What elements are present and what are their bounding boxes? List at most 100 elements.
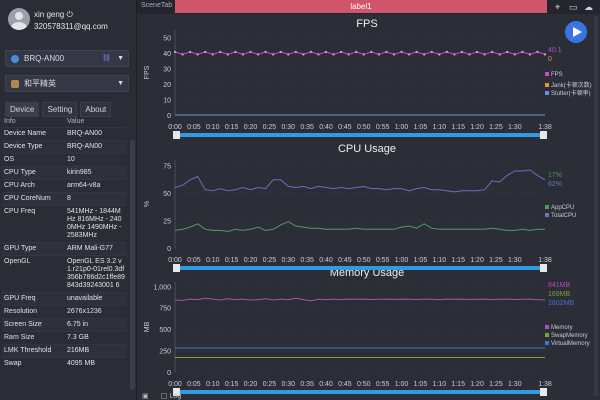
data-point	[468, 53, 471, 56]
device-select[interactable]: BRQ-AN00 ⛓ ▼	[5, 50, 129, 67]
info-value: arm64-v8a	[65, 179, 127, 193]
x-tick-label: 1:15	[451, 257, 465, 264]
log-checkbox[interactable]	[160, 393, 167, 400]
tab-about[interactable]: About	[80, 102, 112, 117]
x-tick-label: 1:05	[414, 124, 428, 131]
slider-handle-right[interactable]	[540, 131, 547, 139]
legend-swatch	[545, 72, 549, 76]
current-value: 40.1	[548, 47, 562, 54]
info-key: GPU Freq	[2, 292, 65, 306]
y-tick-label: 25	[163, 219, 171, 226]
data-point	[438, 53, 441, 56]
data-point	[339, 50, 343, 54]
slider-handle-left[interactable]	[173, 131, 180, 139]
data-point	[302, 53, 305, 56]
x-tick-label: 0:30	[281, 124, 295, 131]
link-icon[interactable]: ⛓	[102, 55, 112, 62]
log-toggle[interactable]: ▣ Log	[142, 392, 181, 400]
current-value: 169MB	[548, 291, 571, 298]
info-value: OpenGL ES 3.2 v1.r21p0-01rel0.3df356b786…	[65, 255, 127, 293]
x-tick-label: 0:20	[244, 257, 258, 264]
x-tick-label: 0:25	[263, 124, 277, 131]
info-key: Device Name	[2, 127, 65, 141]
slider-handle-left[interactable]	[173, 388, 180, 396]
legend-item[interactable]: AppCPU	[545, 205, 574, 211]
y-axis-label: %	[144, 201, 151, 207]
x-tick-label: 1:25	[489, 381, 503, 388]
table-row: CPU Freq 541MHz - 1844MHz 816MHz - 2400MH…	[2, 205, 127, 243]
column-header-value: Value	[67, 118, 85, 125]
x-tick-label: 0:25	[263, 257, 277, 264]
info-key: LMK Threshold	[2, 344, 65, 358]
time-range-slider[interactable]	[175, 390, 545, 394]
x-tick-label: 1:10	[432, 381, 446, 388]
series-line-totalcpu	[174, 169, 546, 193]
y-axis-label: MB	[144, 321, 151, 332]
data-point	[256, 53, 260, 56]
table-row: CPU CoreNum 8	[2, 192, 127, 206]
tab-setting[interactable]: Setting	[42, 102, 78, 117]
y-tick-label: 0	[167, 113, 171, 120]
tab-device[interactable]: Device	[5, 102, 40, 117]
data-point	[528, 53, 532, 56]
legend-label: Stutter(卡顿率)	[551, 91, 591, 97]
slider-handle-left[interactable]	[173, 264, 180, 272]
data-point	[407, 53, 411, 56]
label-tab[interactable]: label1	[175, 0, 547, 13]
avatar[interactable]	[8, 8, 30, 30]
location-icon[interactable]: ⌖	[555, 2, 561, 12]
x-tick-label: 1:00	[395, 124, 409, 131]
legend-item[interactable]: Stutter(卡顿率)	[545, 88, 591, 97]
x-tick-label: 0:10	[206, 381, 220, 388]
x-tick-label: 0:50	[357, 124, 371, 131]
info-value: 4095 MB	[65, 357, 127, 370]
data-point	[241, 53, 245, 56]
x-tick-label: 0:30	[281, 257, 295, 264]
app-select[interactable]: 和平精英 ▼	[5, 75, 129, 92]
legend-item[interactable]: TotalCPU	[545, 213, 576, 219]
y-tick-label: 250	[159, 349, 171, 356]
time-range-slider[interactable]	[175, 133, 545, 137]
time-range-slider[interactable]	[175, 266, 545, 270]
data-point	[490, 50, 494, 54]
log-panel-icon[interactable]: ▣	[142, 393, 149, 400]
x-tick-label: 1:20	[470, 257, 484, 264]
folder-icon[interactable]: ▭	[569, 2, 578, 12]
data-point	[196, 53, 199, 56]
info-value: BRQ-AN00	[65, 127, 127, 141]
play-button[interactable]	[565, 21, 587, 43]
y-tick-label: 0	[167, 246, 171, 253]
sidebar: xin geng ⏻ 320578311@qq.com BRQ-AN00 ⛓ ▼ …	[0, 0, 137, 400]
table-row: GPU Type ARM Mali-G77	[2, 242, 127, 256]
legend-item[interactable]: Memory	[545, 325, 573, 331]
slider-handle-right[interactable]	[540, 264, 547, 272]
power-icon[interactable]: ⏻	[66, 10, 73, 19]
y-tick-label: 10	[163, 98, 171, 105]
slider-handle-right[interactable]	[540, 388, 547, 396]
x-tick-label: 1:10	[432, 257, 446, 264]
current-value: 0	[548, 56, 552, 63]
legend-item[interactable]: Jank(卡顿次数)	[545, 80, 592, 89]
x-tick-label: 0:45	[338, 124, 352, 131]
top-bar: SceneTab label1 ⌖ ▭ ☁	[137, 0, 600, 14]
info-value: 10	[65, 153, 127, 167]
legend-item[interactable]: VirtualMemory	[545, 341, 590, 347]
main-scrollbar[interactable]	[594, 16, 598, 396]
info-key: CPU Arch	[2, 179, 65, 193]
app-select-value: 和平精英	[24, 79, 56, 88]
x-tick-label: 1:25	[489, 257, 503, 264]
x-tick-label: 0:25	[263, 381, 277, 388]
current-value: 841MB	[548, 282, 571, 289]
legend-item[interactable]: FPS	[545, 72, 563, 78]
cloud-icon[interactable]: ☁	[584, 2, 593, 12]
data-point	[536, 50, 539, 54]
column-header-info: Info	[4, 118, 16, 125]
sidebar-scrollbar[interactable]	[130, 140, 135, 390]
data-point	[317, 53, 320, 56]
data-point	[483, 53, 486, 56]
x-tick-label: 1:30	[508, 257, 522, 264]
legend-label: SwapMemory	[551, 333, 588, 339]
x-tick-label: 0:00	[168, 257, 182, 264]
legend-item[interactable]: SwapMemory	[545, 333, 588, 339]
scene-tab[interactable]: SceneTab	[141, 2, 173, 9]
